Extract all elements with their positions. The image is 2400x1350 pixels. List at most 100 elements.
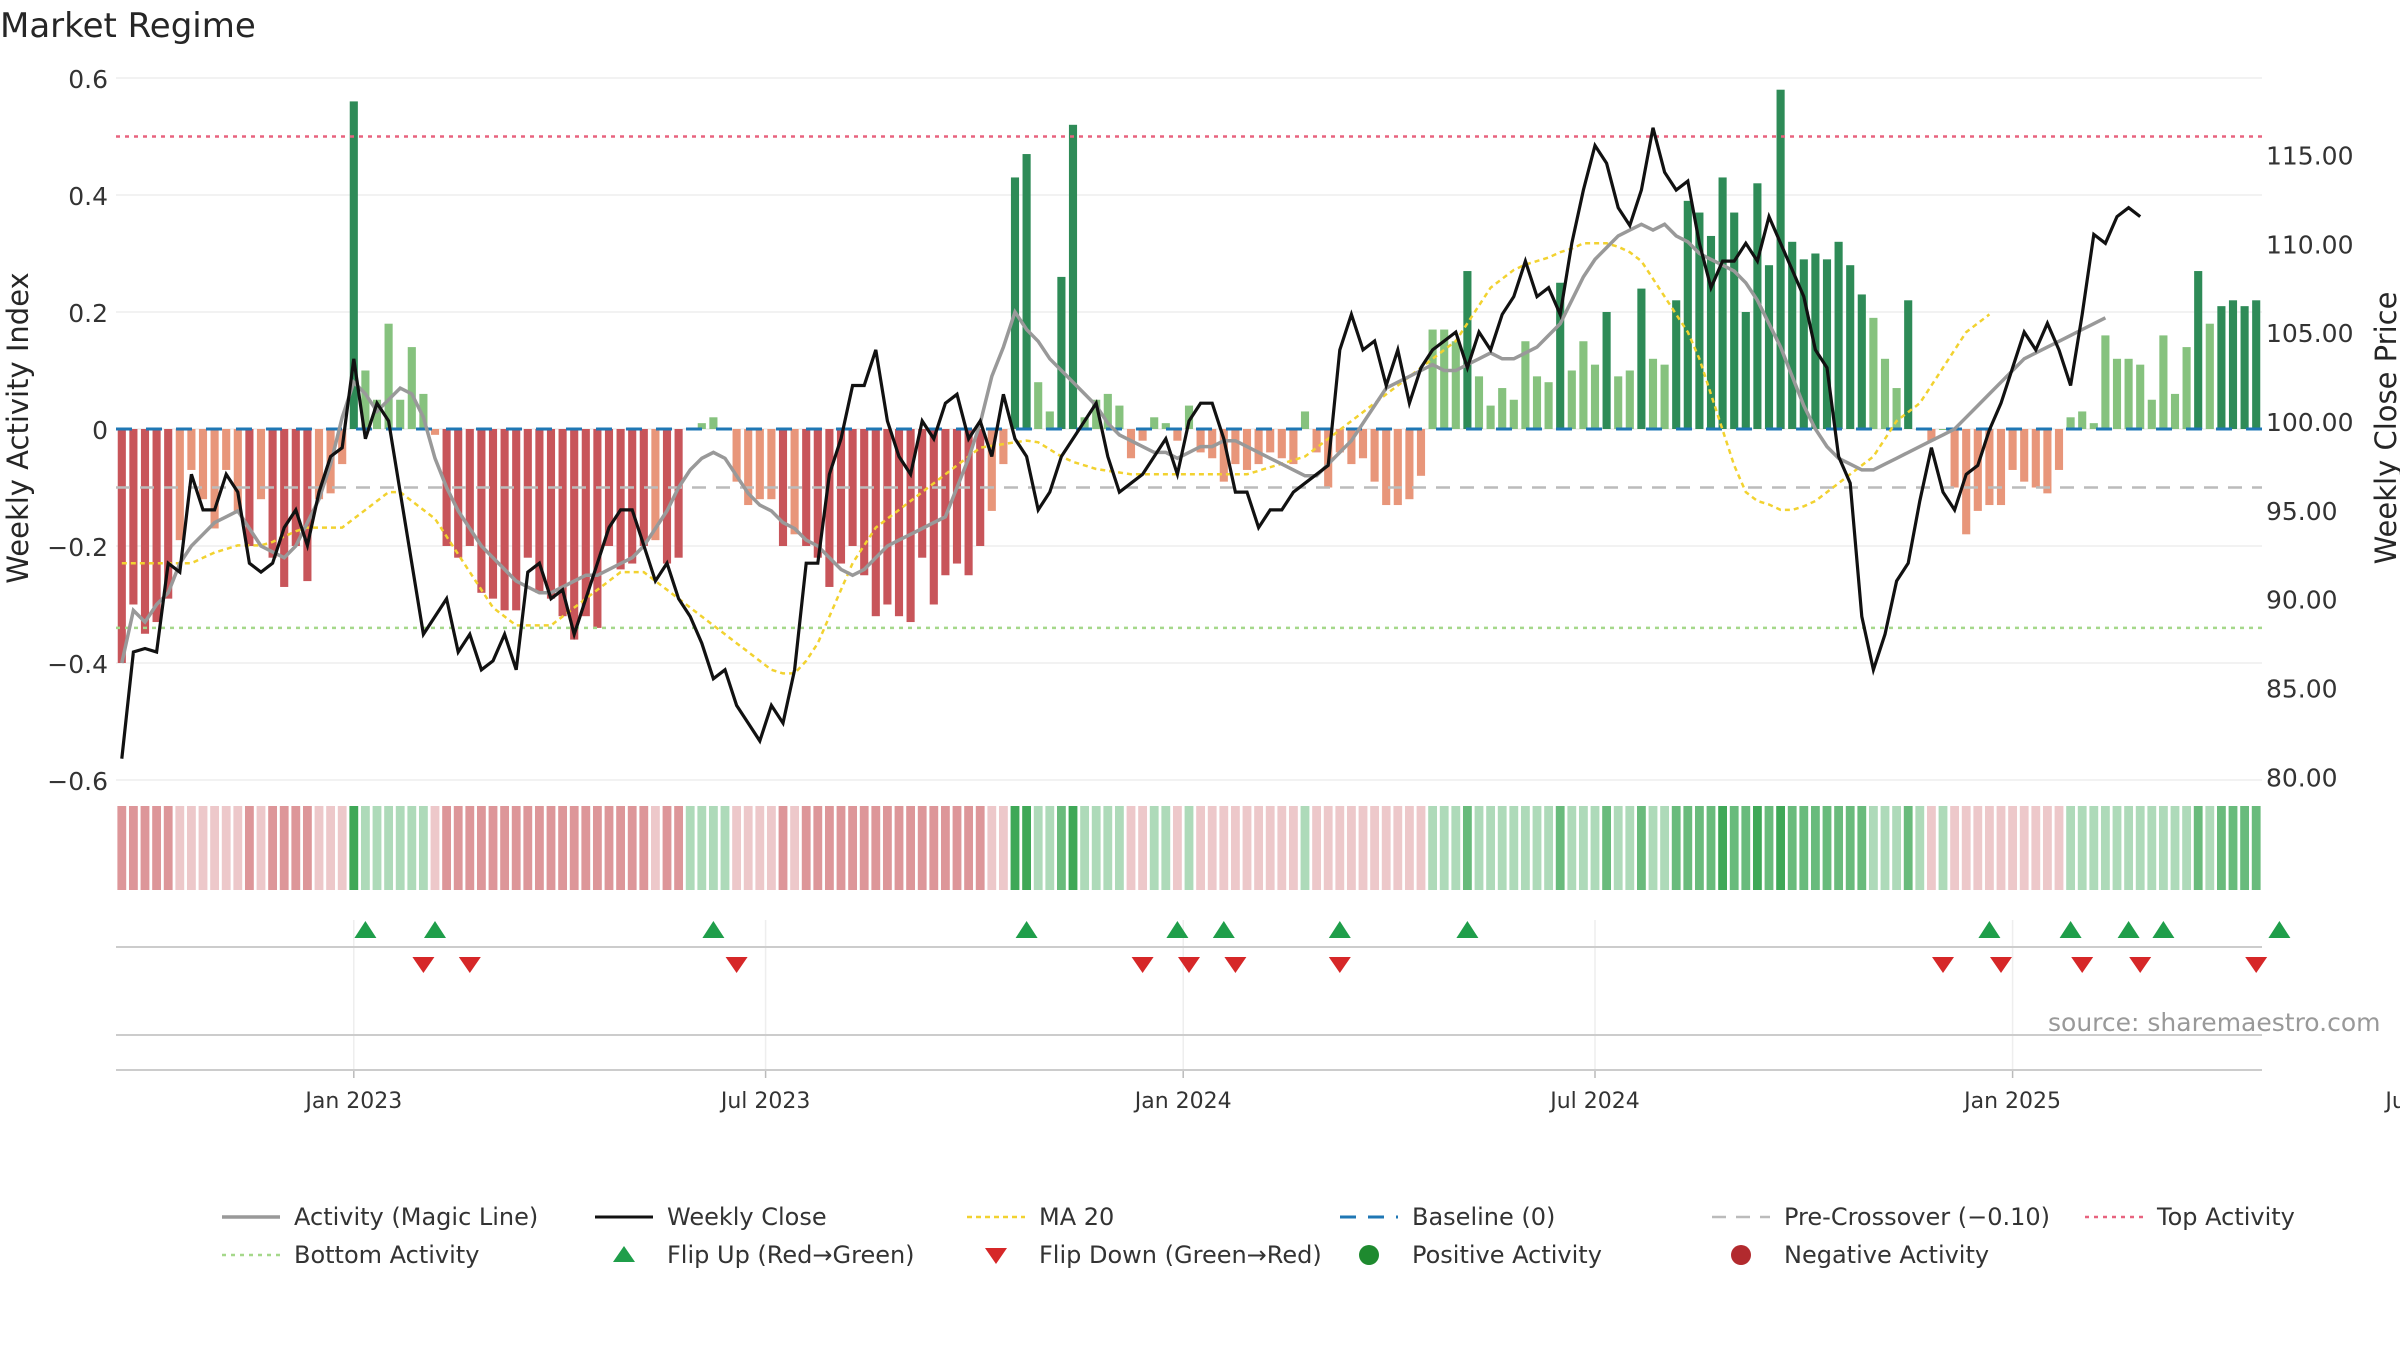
regime-cell [1694, 806, 1704, 890]
activity-bar [1370, 429, 1379, 482]
regime-cell [766, 806, 776, 890]
regime-cell [1300, 806, 1310, 890]
activity-bar [2217, 306, 2226, 429]
activity-bar [1498, 388, 1507, 429]
y-tick-right: 80.00 [2266, 763, 2338, 792]
activity-bar [1857, 294, 1866, 429]
legend-swatch [1359, 1245, 1379, 1265]
regime-cell [1010, 806, 1020, 890]
regime-cell [163, 806, 173, 890]
regime-cell [848, 806, 858, 890]
regime-cell [1903, 806, 1913, 890]
regime-cell [1277, 806, 1287, 890]
activity-bar [488, 429, 498, 599]
activity-bar [1521, 341, 1530, 429]
activity-bar [1231, 429, 1240, 465]
regime-cell [1056, 806, 1066, 890]
regime-cell [1857, 806, 1867, 890]
regime-cell [1671, 806, 1681, 890]
reference-lines-layer [116, 135, 2262, 630]
activity-bar [2031, 429, 2040, 488]
regime-cell [964, 806, 974, 890]
regime-cell [1288, 806, 1298, 890]
regime-cell [1033, 806, 1043, 890]
regime-cell [2193, 806, 2203, 890]
regime-cell [256, 806, 266, 890]
regime-cell [1103, 806, 1113, 890]
up-triangle-icon [613, 1246, 635, 1262]
regime-cell [1868, 806, 1878, 890]
activity-bar [1173, 429, 1182, 441]
activity-bar [744, 429, 753, 506]
activity-bar [836, 429, 846, 564]
regime-cell [2135, 806, 2145, 890]
regime-cell [210, 806, 220, 890]
activity-bar [778, 429, 788, 546]
activity-bar [755, 429, 764, 500]
regime-cell [2147, 806, 2157, 890]
legend-label: Weekly Close [667, 1203, 827, 1231]
activity-bar [384, 323, 393, 429]
activity-bar [1347, 429, 1356, 465]
y-tick-right: 90.00 [2266, 586, 2338, 615]
activity-bar [187, 429, 196, 470]
activity-bar [1985, 429, 1994, 506]
activity-bar [1208, 429, 1217, 459]
activity-bar [1393, 429, 1402, 506]
flip-markers [354, 921, 2291, 973]
regime-cell [1880, 806, 1890, 890]
legend-item: Positive Activity [1338, 1238, 1602, 1272]
regime-cell [1393, 806, 1403, 890]
regime-cell [1254, 806, 1264, 890]
regime-cell [500, 806, 510, 890]
regime-cell [1590, 806, 1600, 890]
activity-bar [1451, 341, 1460, 429]
regime-cell [790, 806, 800, 890]
regime-cell [708, 806, 718, 890]
activity-bar [1416, 429, 1426, 476]
activity-bar [1892, 388, 1901, 429]
flip-down-marker [458, 957, 481, 973]
activity-bar [651, 429, 660, 541]
regime-cell [1114, 806, 1124, 890]
regime-cell [2089, 806, 2099, 890]
regime-cell [836, 806, 846, 890]
chart-canvas: 0.6 0.4 0.2 0 −0.2 −0.4 −0.6 115.00 110.00 105.00… [47, 65, 2400, 1114]
regime-cell [778, 806, 788, 890]
flip-down-marker [2071, 957, 2094, 973]
regime-cell [395, 806, 405, 890]
y-tick-right: 100.00 [2266, 408, 2353, 437]
regime-cell [1045, 806, 1055, 890]
x-tick-label: Jul 2025 [2383, 1089, 2400, 1114]
regime-cell [186, 806, 196, 890]
activity-bar [732, 429, 741, 482]
activity-bar [1706, 235, 1716, 429]
regime-cell [1335, 806, 1345, 890]
activity-bar [535, 429, 544, 593]
activity-bar [512, 429, 521, 611]
activity-bar [1602, 312, 1611, 429]
activity-bar [1138, 429, 1147, 441]
y-tick-right: 95.00 [2266, 497, 2338, 526]
regime-cell [442, 806, 452, 890]
activity-bar [2159, 335, 2168, 429]
regime-cell [1172, 806, 1182, 890]
regime-cell [1834, 806, 1844, 890]
activity-bar [1266, 429, 1275, 453]
activity-bar [697, 423, 706, 429]
regime-cell [1068, 806, 1078, 890]
regime-cell [337, 806, 347, 890]
activity-bar [2170, 393, 2180, 429]
regime-cell [291, 806, 301, 890]
bars-layer [117, 89, 2261, 663]
regime-cell [1961, 806, 1971, 890]
lines-layer [120, 127, 2142, 759]
activity-bar [662, 429, 672, 564]
flip-up-marker [2268, 921, 2291, 938]
activity-bar [419, 393, 428, 429]
regime-cell [1091, 806, 1101, 890]
regime-cell [2205, 806, 2215, 890]
activity-bar [198, 429, 208, 500]
activity-bar [1358, 429, 1368, 459]
regime-cell [407, 806, 417, 890]
